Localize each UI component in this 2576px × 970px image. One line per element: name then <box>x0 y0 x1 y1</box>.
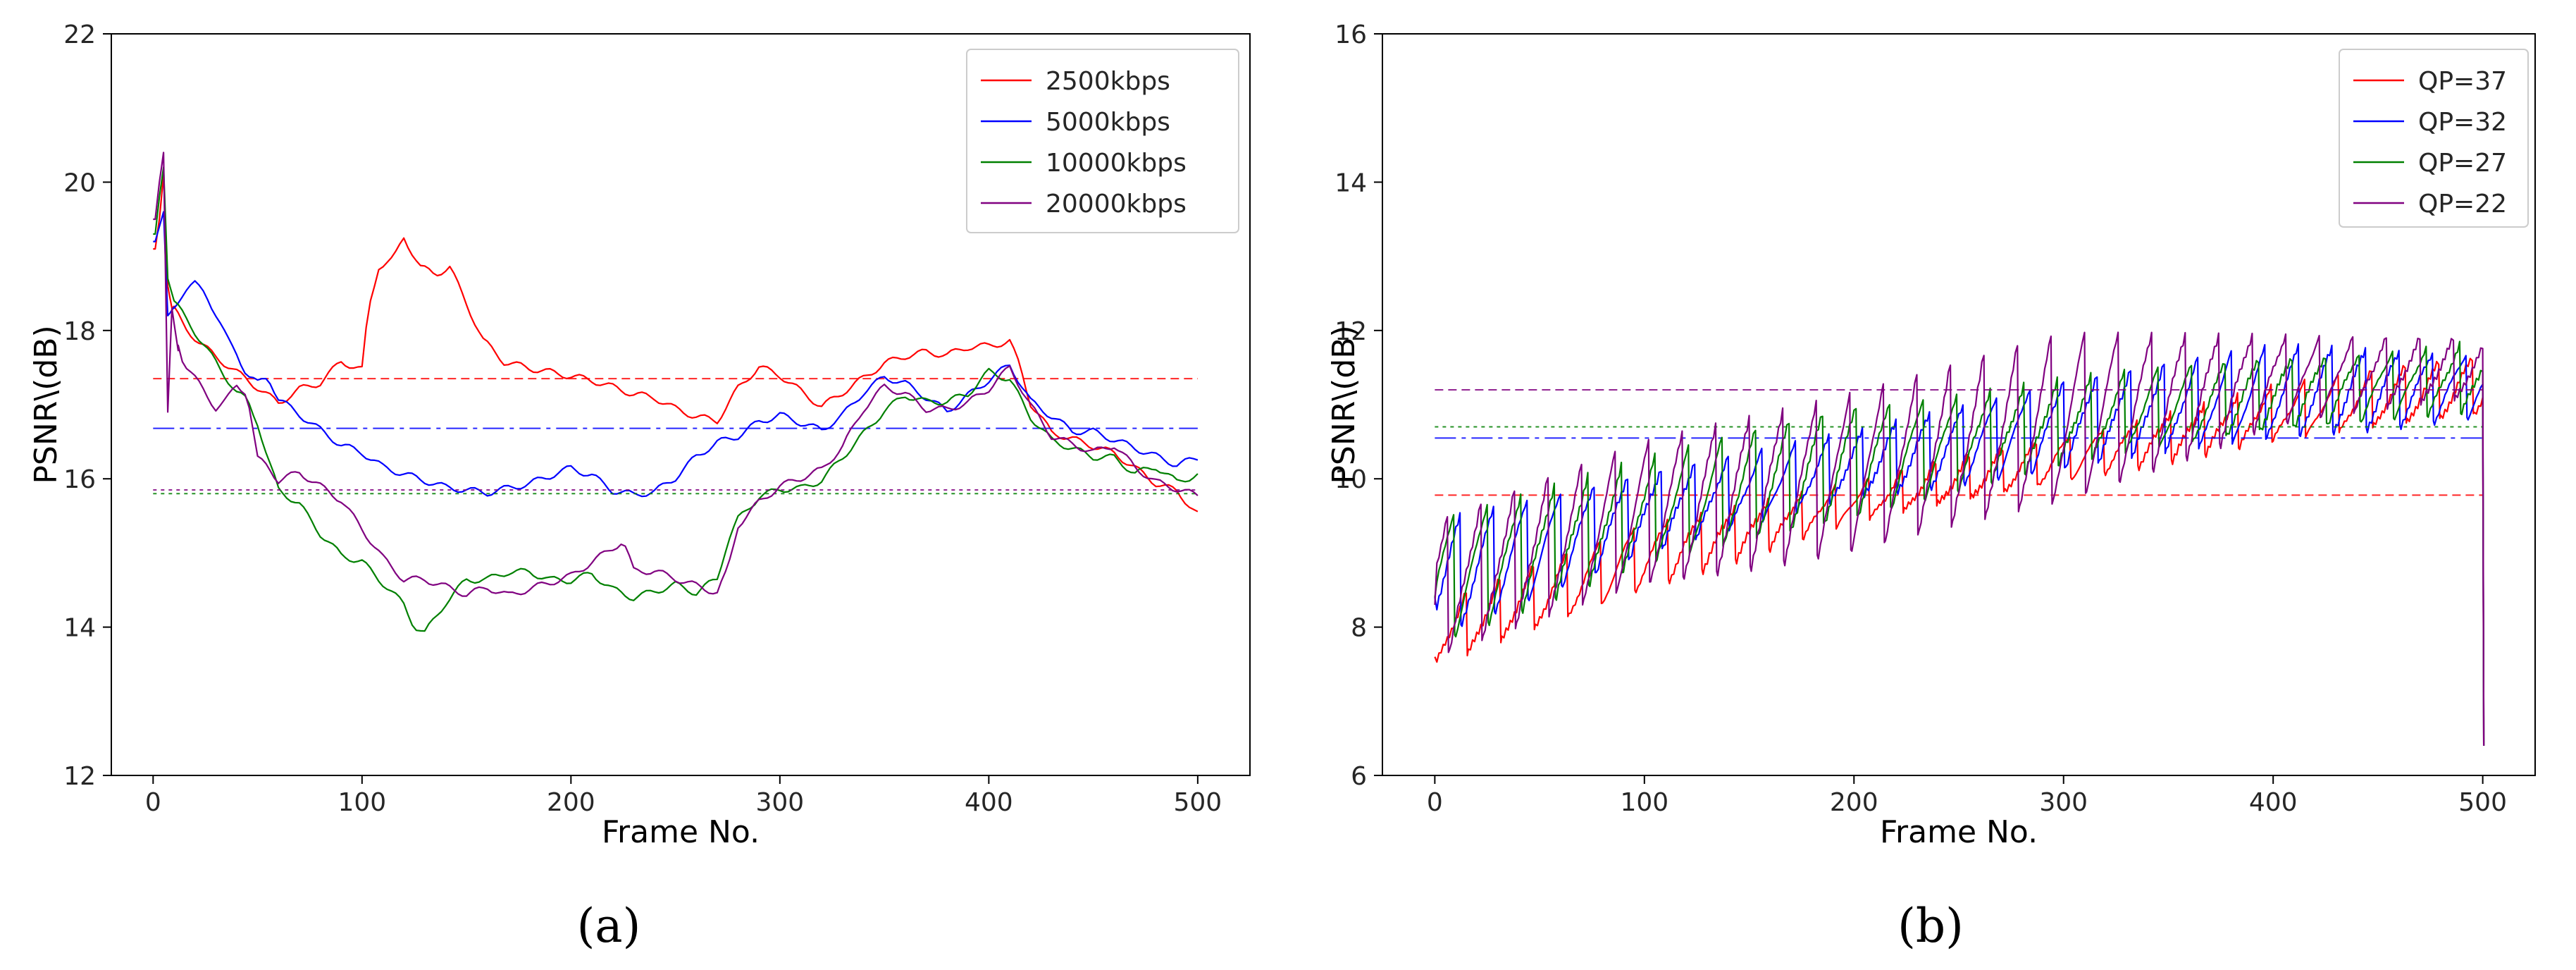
chart-a-legend-label: 2500kbps <box>1046 67 1170 96</box>
chart-b-x-tick-label: 500 <box>2458 788 2507 817</box>
chart-b-series-1-line <box>1434 357 2485 746</box>
chart-a-y-tick-label: 14 <box>63 614 96 643</box>
chart-b-y-axis-label: PSNR\(dB) <box>1326 325 1362 484</box>
chart-b-plot-frame <box>1382 33 2536 776</box>
chart-b-x-axis-label: Frame No. <box>1880 814 2038 850</box>
chart-b-legend-label: QP=37 <box>2418 67 2507 96</box>
chart-b-y-tick-label: 6 <box>1351 762 1367 791</box>
chart-b-y-tick-label: 16 <box>1335 20 1367 49</box>
chart-b-legend-box <box>2339 49 2529 228</box>
chart-b-legend-label: QP=22 <box>2418 190 2507 219</box>
chart-a-legend-label: 10000kbps <box>1046 149 1187 178</box>
chart-b-y-tick-label: 10 <box>1335 465 1367 494</box>
chart-a-x-tick-label: 300 <box>755 788 804 817</box>
chart-b-series-4-line <box>1434 331 2485 746</box>
chart-a-series-2-line <box>153 211 1199 498</box>
chart-a-lines <box>153 152 1199 632</box>
chart-b-x-tick-label: 300 <box>2039 788 2088 817</box>
chart-a-y-tick-label: 20 <box>63 168 96 197</box>
chart-a-x-tick-label: 100 <box>338 788 386 817</box>
chart-a-x-tick-label: 500 <box>1174 788 1222 817</box>
chart-b-lines <box>1434 331 2485 746</box>
chart-a-series-3-line <box>153 166 1199 632</box>
chart-a-plot-frame <box>111 33 1251 776</box>
chart-b-ticks: 0 100 200 300 400 500 6 8 10 12 14 16 <box>1335 20 2507 817</box>
chart-a-x-axis-label: Frame No. <box>602 814 760 850</box>
chart-b-legend: QP=37 QP=32 QP=27 QP=22 <box>2339 49 2529 228</box>
chart-b-y-tick-label: 8 <box>1351 614 1367 643</box>
chart-b-x-tick-label: 0 <box>1427 788 1443 817</box>
chart-b: 0 100 200 300 400 500 6 8 10 12 14 16 Frame No. PSN… <box>1326 20 2536 953</box>
chart-b-series-2-line <box>1434 343 2485 746</box>
chart-b-y-tick-label: 14 <box>1335 168 1367 197</box>
chart-a-y-tick-label: 18 <box>63 317 96 346</box>
chart-a-y-tick-label: 16 <box>63 465 96 494</box>
chart-a-y-tick-label: 12 <box>63 762 96 791</box>
chart-a-legend-label: 5000kbps <box>1046 108 1170 137</box>
chart-b-y-tick-label: 12 <box>1335 317 1367 346</box>
chart-a-series-1-line <box>153 173 1199 512</box>
chart-a-legend-box <box>966 49 1239 233</box>
chart-a-panel-label: (a) <box>577 899 641 953</box>
chart-b-x-tick-label: 100 <box>1620 788 1668 817</box>
chart-b-panel-label: (b) <box>1897 899 1964 953</box>
chart-b-x-tick-label: 400 <box>2249 788 2298 817</box>
chart-b-legend-label: QP=27 <box>2418 149 2507 178</box>
chart-a-y-axis-label: PSNR\(dB) <box>28 325 64 484</box>
chart-b-x-tick-label: 200 <box>1830 788 1878 817</box>
chart-a-legend-label: 20000kbps <box>1046 190 1187 219</box>
chart-a-x-tick-label: 0 <box>145 788 161 817</box>
chart-a-ticks: 0 100 200 300 400 500 12 14 16 18 20 22 <box>63 20 1222 817</box>
chart-a: 0 100 200 300 400 500 12 14 16 18 20 22 Frame No. P… <box>28 20 1251 953</box>
chart-a-y-tick-label: 22 <box>63 20 96 49</box>
chart-a-legend: 2500kbps 5000kbps 10000kbps 20000kbps <box>966 49 1239 233</box>
chart-a-x-tick-label: 200 <box>547 788 595 817</box>
chart-a-x-tick-label: 400 <box>965 788 1013 817</box>
chart-a-series-4-line <box>153 152 1199 597</box>
chart-b-legend-label: QP=32 <box>2418 108 2507 137</box>
